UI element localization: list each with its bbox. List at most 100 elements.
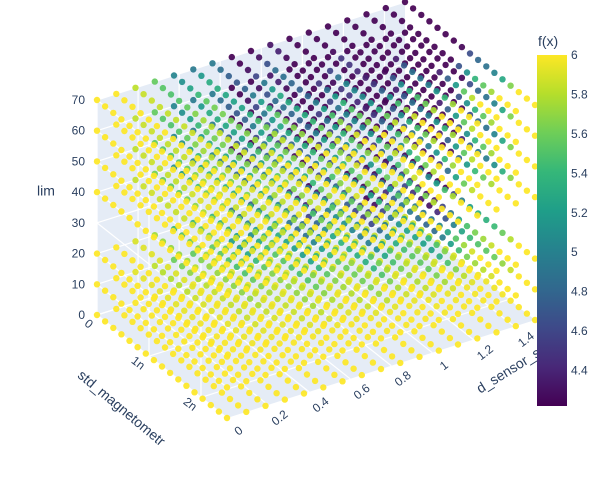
data-point bbox=[282, 118, 289, 125]
data-point bbox=[161, 282, 169, 290]
data-point bbox=[232, 234, 240, 242]
data-point bbox=[337, 272, 344, 279]
data-point bbox=[515, 242, 522, 249]
data-point bbox=[295, 334, 303, 341]
data-point bbox=[383, 112, 391, 120]
data-point bbox=[205, 296, 212, 303]
data-point bbox=[379, 54, 386, 61]
data-point bbox=[150, 234, 158, 241]
data-point bbox=[266, 105, 273, 112]
data-point bbox=[309, 210, 317, 217]
data-point bbox=[296, 117, 303, 124]
data-point bbox=[262, 218, 269, 225]
data-point bbox=[394, 161, 402, 169]
data-point bbox=[281, 212, 288, 219]
data-point bbox=[408, 193, 415, 200]
data-point bbox=[252, 290, 259, 297]
data-point bbox=[428, 93, 435, 100]
data-point bbox=[158, 240, 166, 247]
data-point bbox=[386, 185, 394, 193]
data-point bbox=[395, 67, 403, 74]
data-point bbox=[340, 283, 347, 291]
data-point bbox=[121, 250, 128, 258]
data-point bbox=[161, 160, 169, 167]
data-point bbox=[384, 49, 392, 56]
data-point bbox=[332, 29, 340, 37]
data-point bbox=[345, 217, 352, 224]
data-point bbox=[422, 162, 429, 169]
data-point bbox=[359, 277, 366, 285]
data-point bbox=[234, 187, 242, 194]
data-point bbox=[187, 85, 194, 92]
data-point bbox=[252, 136, 259, 144]
data-point bbox=[341, 36, 348, 43]
data-point bbox=[197, 228, 204, 235]
data-point bbox=[294, 72, 301, 80]
data-point bbox=[263, 124, 270, 131]
data-point bbox=[172, 208, 180, 216]
data-point bbox=[499, 168, 506, 175]
data-point bbox=[460, 303, 468, 310]
data-point bbox=[215, 193, 223, 200]
data-point bbox=[241, 85, 249, 93]
data-point bbox=[337, 180, 344, 187]
data-point bbox=[234, 248, 242, 256]
data-point bbox=[214, 116, 221, 123]
data-point bbox=[93, 281, 101, 288]
data-point bbox=[358, 310, 365, 317]
data-point bbox=[331, 218, 338, 225]
data-point bbox=[301, 142, 309, 149]
data-point bbox=[438, 205, 445, 212]
data-point bbox=[243, 193, 250, 201]
data-point bbox=[101, 256, 109, 264]
data-point bbox=[167, 122, 175, 129]
data-point bbox=[276, 371, 283, 378]
data-point bbox=[205, 173, 212, 180]
data-point bbox=[361, 230, 368, 237]
data-point bbox=[202, 253, 209, 260]
data-point bbox=[390, 42, 398, 49]
data-point bbox=[477, 285, 484, 292]
data-point bbox=[358, 341, 365, 348]
data-point bbox=[491, 131, 498, 138]
data-point bbox=[504, 255, 511, 262]
data-point bbox=[531, 255, 539, 262]
data-point bbox=[449, 254, 457, 261]
data-point bbox=[236, 60, 244, 67]
data-point bbox=[369, 175, 377, 182]
data-point bbox=[118, 300, 125, 307]
data-point bbox=[488, 150, 495, 157]
data-point bbox=[246, 295, 254, 302]
data-point bbox=[371, 17, 378, 24]
data-point bbox=[261, 110, 268, 117]
data-point bbox=[334, 321, 341, 329]
data-point bbox=[151, 262, 158, 270]
data-point bbox=[457, 322, 465, 329]
data-point bbox=[113, 275, 120, 282]
data-point bbox=[406, 272, 413, 279]
data-point bbox=[364, 118, 371, 126]
data-point bbox=[246, 389, 253, 397]
data-point bbox=[340, 130, 347, 137]
data-point bbox=[446, 181, 454, 188]
data-point bbox=[140, 91, 147, 98]
data-point bbox=[292, 322, 300, 329]
data-point bbox=[329, 173, 336, 180]
data-point bbox=[363, 11, 370, 18]
data-point bbox=[460, 241, 468, 249]
data-point bbox=[504, 285, 511, 293]
data-point bbox=[491, 161, 498, 169]
data-point bbox=[294, 42, 301, 49]
data-point bbox=[268, 149, 275, 156]
data-point bbox=[172, 270, 180, 277]
data-point bbox=[416, 200, 423, 207]
data-point bbox=[282, 302, 289, 309]
data-point bbox=[266, 135, 273, 143]
data-point bbox=[282, 148, 289, 156]
data-point bbox=[260, 235, 267, 242]
data-point bbox=[457, 260, 465, 268]
3d-scene[interactable] bbox=[93, 0, 539, 422]
data-point bbox=[400, 62, 408, 69]
data-point bbox=[140, 306, 147, 313]
